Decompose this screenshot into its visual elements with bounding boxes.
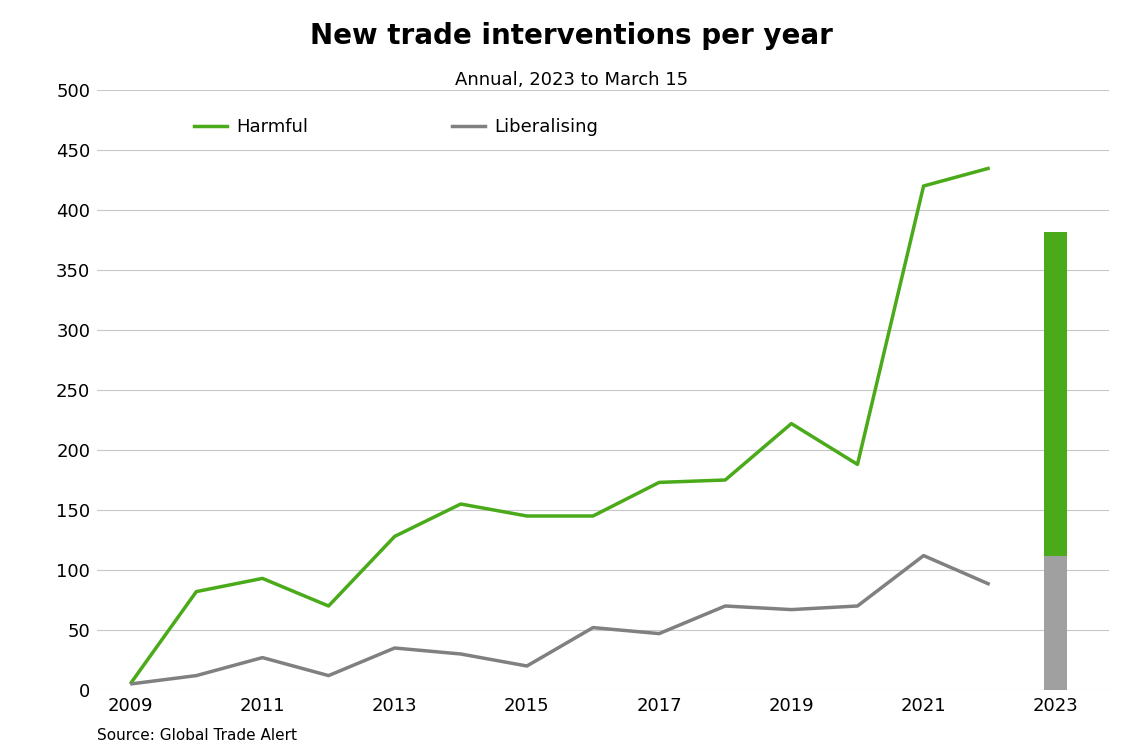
Legend: Harmful, Liberalising: Harmful, Liberalising	[187, 111, 605, 143]
Bar	[1045, 232, 1068, 690]
Text: Source: Global Trade Alert: Source: Global Trade Alert	[97, 728, 297, 742]
Text: New trade interventions per year: New trade interventions per year	[310, 22, 833, 50]
Text: Annual, 2023 to March 15: Annual, 2023 to March 15	[455, 71, 688, 89]
Bar	[1045, 556, 1068, 690]
